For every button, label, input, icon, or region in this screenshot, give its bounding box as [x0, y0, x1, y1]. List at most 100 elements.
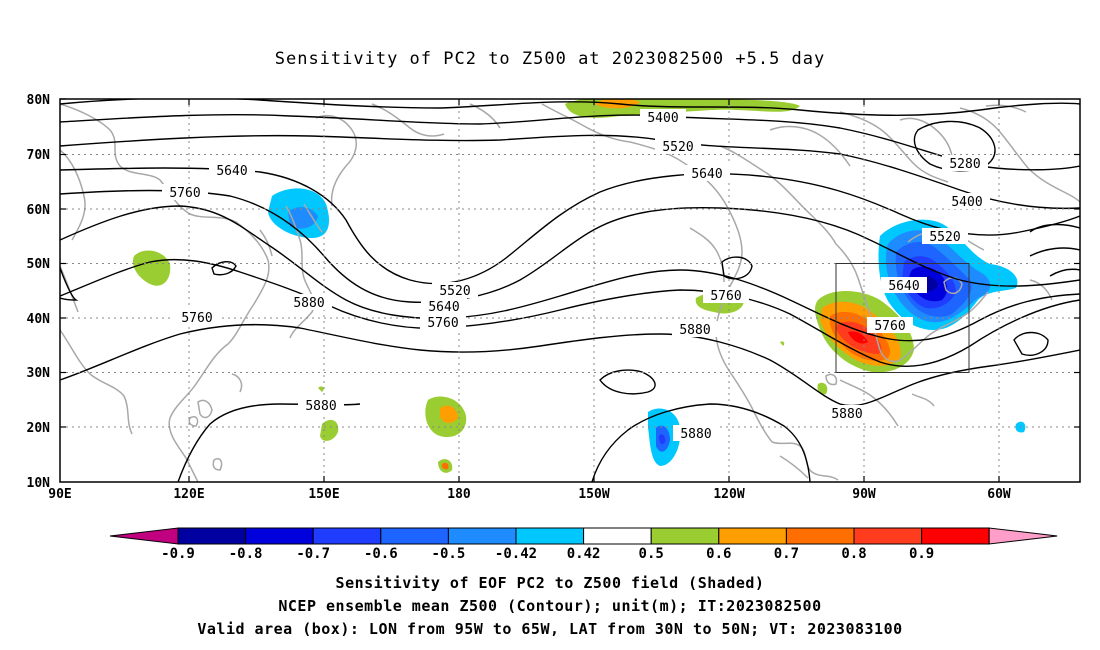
- lat-label: 50N: [27, 257, 51, 272]
- contour-label: 5760: [703, 287, 749, 304]
- colorbar-label: -0.7: [296, 546, 330, 562]
- contour-label: 5880: [298, 397, 344, 414]
- lat-label: 40N: [27, 312, 51, 327]
- lon-label: 120W: [713, 487, 744, 502]
- colorbar-label: -0.5: [432, 546, 466, 562]
- svg-text:5760: 5760: [710, 289, 741, 304]
- svg-text:5880: 5880: [305, 399, 336, 414]
- contour-label: 5520: [432, 282, 478, 299]
- svg-text:5280: 5280: [949, 157, 980, 172]
- lat-label: 30N: [27, 366, 51, 381]
- sensitivity-shading: [132, 99, 1026, 473]
- colorbar-label: -0.42: [495, 546, 537, 562]
- lat-label: 80N: [27, 93, 51, 108]
- contour-label: 5400: [944, 193, 990, 210]
- positive-core-south: [441, 462, 449, 470]
- svg-text:5880: 5880: [680, 427, 711, 442]
- valid-area-box: [835, 263, 970, 373]
- contour-label: 5880: [824, 405, 870, 422]
- positive-patch-asia: [132, 250, 171, 286]
- colorbar-label: 0.9: [909, 546, 934, 562]
- positive-dot-3: [780, 341, 785, 346]
- lon-label: 150E: [308, 487, 339, 502]
- map-title: Sensitivity of PC2 to Z500 at 2023082500…: [274, 49, 826, 69]
- graticule: [60, 99, 1080, 482]
- contour-label: 5640: [209, 162, 255, 179]
- contour-label: 5640: [421, 298, 467, 315]
- contour-label: 5760: [162, 184, 208, 201]
- svg-text:5760: 5760: [874, 319, 905, 334]
- svg-text:5880: 5880: [293, 296, 324, 311]
- caption-line-1: Sensitivity of EOF PC2 to Z500 field (Sh…: [335, 574, 765, 592]
- colorbar-segment: [718, 527, 787, 545]
- contour-label: 5760: [420, 314, 466, 331]
- svg-text:5640: 5640: [888, 279, 919, 294]
- positive-core-central-pacific: [440, 405, 458, 424]
- svg-text:5880: 5880: [679, 323, 710, 338]
- positive-dot-1: [318, 386, 324, 392]
- caption-line-2: NCEP ensemble mean Z500 (Contour); unit(…: [278, 597, 822, 615]
- colorbar-segment: [312, 527, 382, 545]
- svg-text:5400: 5400: [951, 195, 982, 210]
- lon-label: 90E: [48, 487, 71, 502]
- contour-label: 5880: [673, 425, 719, 442]
- svg-text:5640: 5640: [691, 167, 722, 182]
- colorbar-arrow-left: [109, 527, 179, 545]
- svg-text:5760: 5760: [169, 186, 200, 201]
- colorbar-segment: [245, 527, 314, 545]
- caption-line-3: Valid area (box): LON from 95W to 65W, L…: [197, 620, 903, 638]
- svg-text:5520: 5520: [439, 284, 470, 299]
- colorbar-label: 0.42: [567, 546, 601, 562]
- svg-text:5880: 5880: [831, 407, 862, 422]
- negative-center-east-pacific: [659, 434, 666, 444]
- negative-core-japan: [288, 207, 318, 229]
- contour-label: 5640: [881, 277, 927, 294]
- colorbar-label: -0.8: [229, 546, 263, 562]
- contour-label: 5760: [867, 317, 913, 334]
- contour-label: 5760: [174, 309, 220, 326]
- colorbar-label: 0.7: [774, 546, 799, 562]
- lat-label: 10N: [27, 476, 51, 491]
- colorbar-segment: [380, 527, 449, 545]
- colorbar-label: -0.9: [161, 546, 195, 562]
- lon-label: 60W: [987, 487, 1011, 502]
- colorbar: [109, 527, 1058, 545]
- colorbar-segment: [447, 527, 517, 545]
- colorbar-label: 0.6: [706, 546, 731, 562]
- lon-label: 180: [447, 487, 471, 502]
- contour-label: 5880: [672, 321, 718, 338]
- contour-label: 5880: [286, 294, 332, 311]
- contour-label: 5640: [684, 165, 730, 182]
- contour-label: 5280: [942, 155, 988, 172]
- colorbar-arrow-right: [988, 527, 1058, 545]
- colorbar-segment: [583, 527, 652, 545]
- contour-label: 5400: [640, 109, 686, 126]
- lon-label: 150W: [578, 487, 609, 502]
- colorbar-segment: [650, 527, 720, 545]
- contour-label: 5520: [655, 138, 701, 155]
- colorbar-labels: -0.9 -0.8 -0.7 -0.6 -0.5 -0.42 0.42 0.5 0.6 0.7 0.…: [161, 546, 934, 562]
- lat-label: 20N: [27, 421, 51, 436]
- longitude-labels: 90E 120E 150E 180 150W 120W 90W 60W: [48, 487, 1011, 502]
- svg-text:5400: 5400: [647, 111, 678, 126]
- plot-frame: [59, 98, 1081, 483]
- coastlines: [60, 103, 1080, 482]
- axis-ticks: [60, 98, 1080, 482]
- svg-text:5760: 5760: [181, 311, 212, 326]
- colorbar-label: -0.6: [364, 546, 398, 562]
- contour-label: 5520: [922, 228, 968, 245]
- svg-text:5640: 5640: [428, 300, 459, 315]
- colorbar-label: 0.8: [841, 546, 866, 562]
- lon-label: 120E: [173, 487, 204, 502]
- colorbar-segment: [177, 527, 247, 545]
- positive-core-north-america: [848, 331, 868, 344]
- svg-text:5520: 5520: [929, 230, 960, 245]
- contour-labels: 5400 5520 5640 5280 5400 5520 5640 5760 …: [162, 109, 990, 442]
- svg-text:5520: 5520: [662, 140, 693, 155]
- colorbar-segment: [785, 527, 855, 545]
- colorbar-segment: [853, 527, 923, 545]
- latitude-labels: 80N 70N 60N 50N 40N 30N 20N 10N: [27, 93, 51, 491]
- lat-label: 60N: [27, 203, 51, 218]
- svg-text:5760: 5760: [427, 316, 458, 331]
